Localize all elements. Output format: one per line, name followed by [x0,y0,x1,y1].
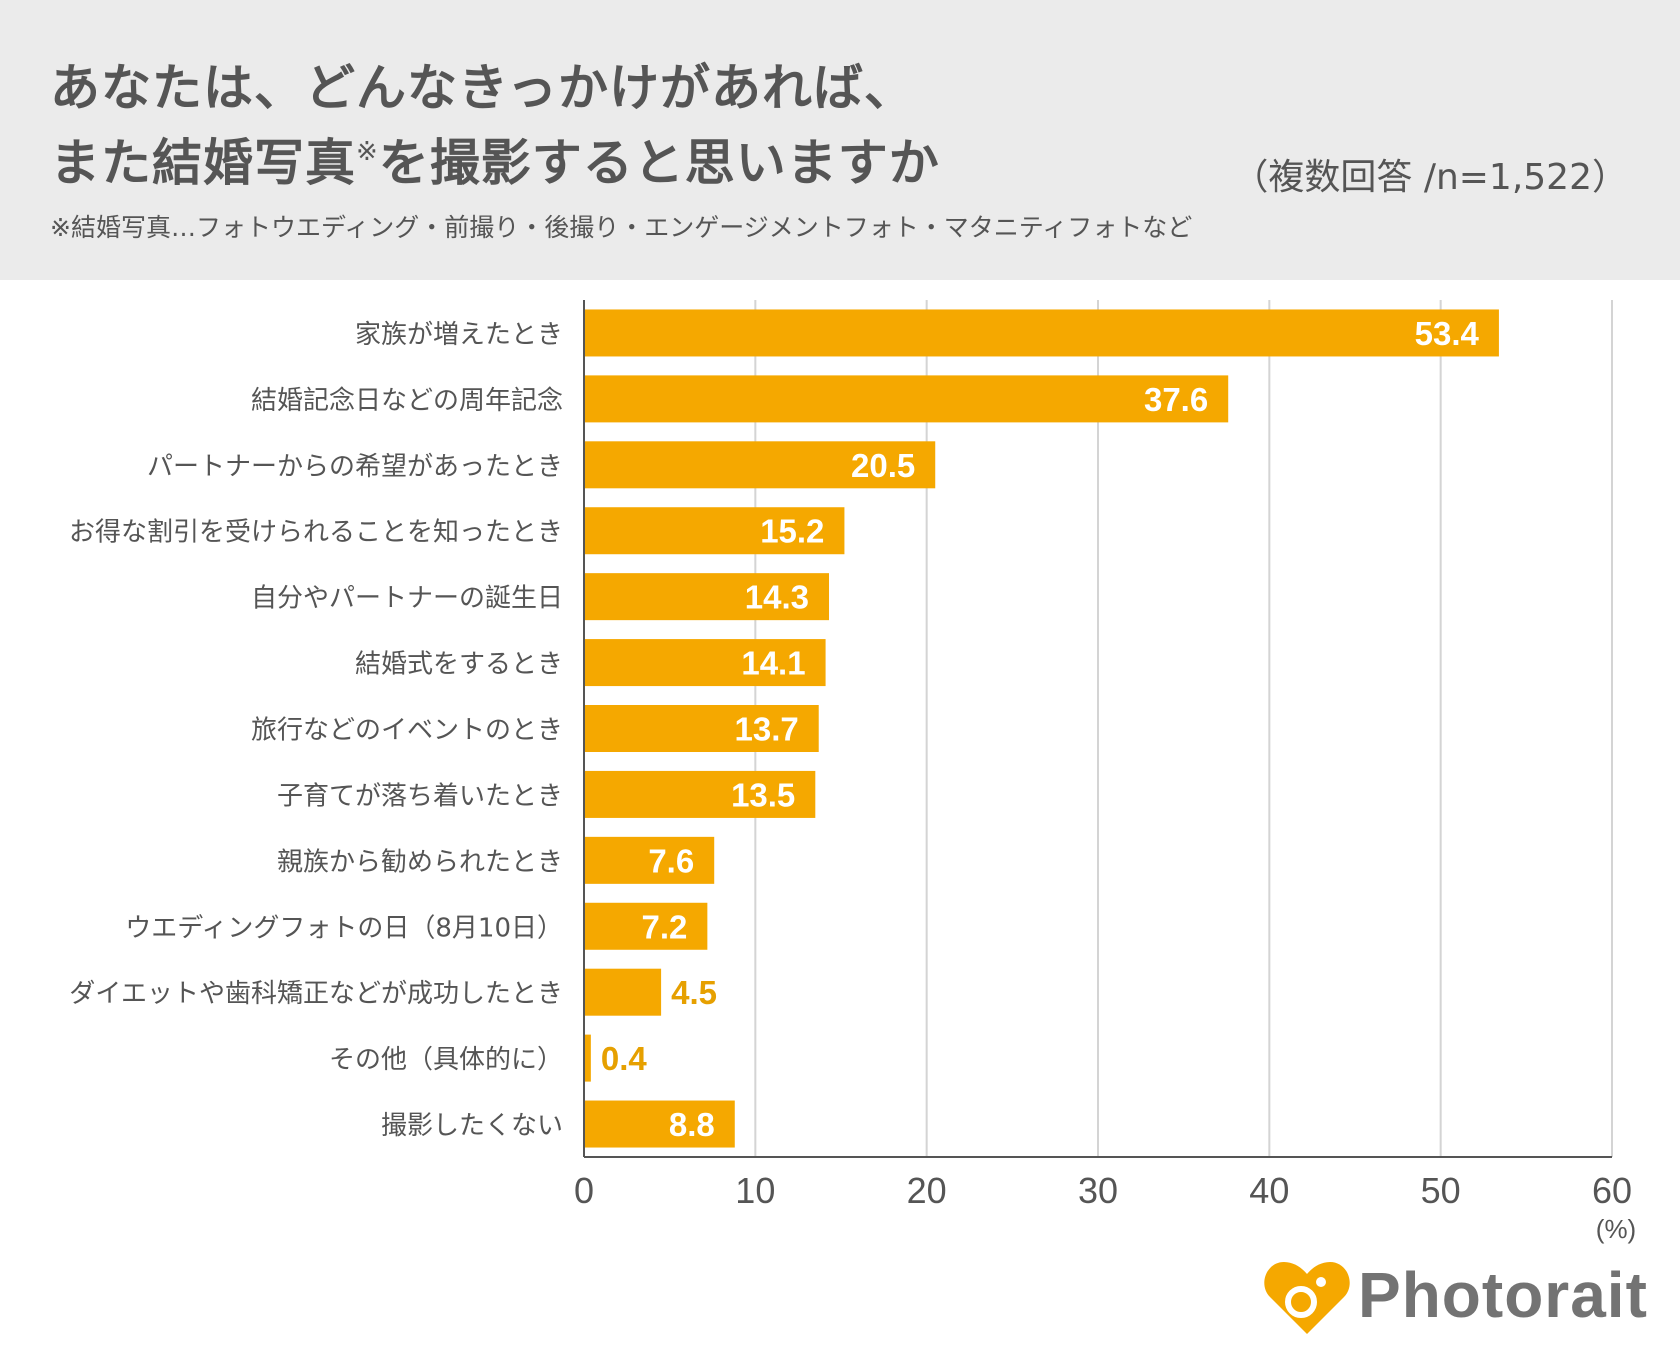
x-unit-label: (%) [1596,1214,1636,1244]
bar [584,441,936,489]
bar [584,507,845,555]
chart-title-line2: また結婚写真※を撮影すると思いますか [50,123,940,195]
photorait-logo: Photorait [1262,1258,1662,1338]
bar [584,639,826,687]
x-tick-label: 0 [574,1170,594,1211]
x-tick-label: 30 [1078,1170,1118,1211]
title-part-b: を撮影すると思いますか [378,134,940,192]
x-tick-label: 40 [1249,1170,1289,1211]
title-mark: ※ [356,137,379,167]
value-label: 14.1 [741,645,805,682]
value-label: 0.4 [601,1040,648,1077]
title-part-a: また結婚写真 [50,134,356,192]
header: あなたは、どんなきっかけがあれば、 また結婚写真※を撮影すると思いますか （複数… [0,0,1680,280]
category-label: 子育てが落ち着いたとき [277,781,563,811]
value-label: 14.3 [745,579,809,616]
value-label: 37.6 [1144,381,1208,418]
value-label: 4.5 [671,974,717,1011]
category-label: 自分やパートナーの誕生日 [251,584,563,614]
category-label: 撮影したくない [381,1111,563,1141]
bar [584,309,1499,357]
x-tick-label: 10 [735,1170,775,1211]
value-label: 13.5 [731,776,795,813]
x-tick-label: 60 [1592,1170,1632,1211]
value-label: 7.2 [641,908,687,945]
bar [584,573,830,621]
value-label: 8.8 [669,1106,715,1143]
footnote: ※結婚写真…フォトウエディング・前撮り・後撮り・エンゲージメントフォト・マタニテ… [50,213,1193,242]
category-label: ダイエットや歯科矯正などが成功したとき [69,979,563,1009]
bar [584,968,662,1016]
bar [584,705,819,752]
category-label: 親族から勧められたとき [277,847,563,877]
logo-text: Photorait [1358,1259,1648,1331]
category-label: ウエディングフォトの日（8月10日） [125,913,563,943]
bar [584,770,816,818]
bar [584,1034,591,1082]
heart-camera-icon [1264,1262,1350,1334]
bar [584,902,708,950]
category-label: 結婚式をするとき [355,650,563,680]
value-label: 15.2 [760,513,824,550]
bar [584,375,1229,423]
value-label: 20.5 [851,447,915,484]
bar [584,836,715,884]
value-label: 13.7 [734,711,798,748]
chart-title-line1: あなたは、どんなきっかけがあれば、 [50,59,915,117]
bar [584,1100,735,1148]
x-tick-label: 20 [907,1170,947,1211]
category-label: お得な割引を受けられることを知ったとき [69,518,563,548]
value-label: 53.4 [1415,315,1480,352]
category-label: 家族が増えたとき [355,320,563,350]
category-label: 結婚記念日などの周年記念 [251,386,563,416]
value-label: 7.6 [648,842,694,879]
x-tick-label: 50 [1421,1170,1461,1211]
sample-size-label: （複数回答 /n=1,522） [1232,157,1628,198]
category-label: 旅行などのイベントのとき [251,716,563,746]
category-label: その他（具体的に） [329,1045,563,1075]
category-label: パートナーからの希望があったとき [147,452,563,482]
bar-chart: 0 10 20 30 40 50 60(%) 家族が増えたとき 53.4 結婚記念日などの周年記念… [69,300,1636,1244]
